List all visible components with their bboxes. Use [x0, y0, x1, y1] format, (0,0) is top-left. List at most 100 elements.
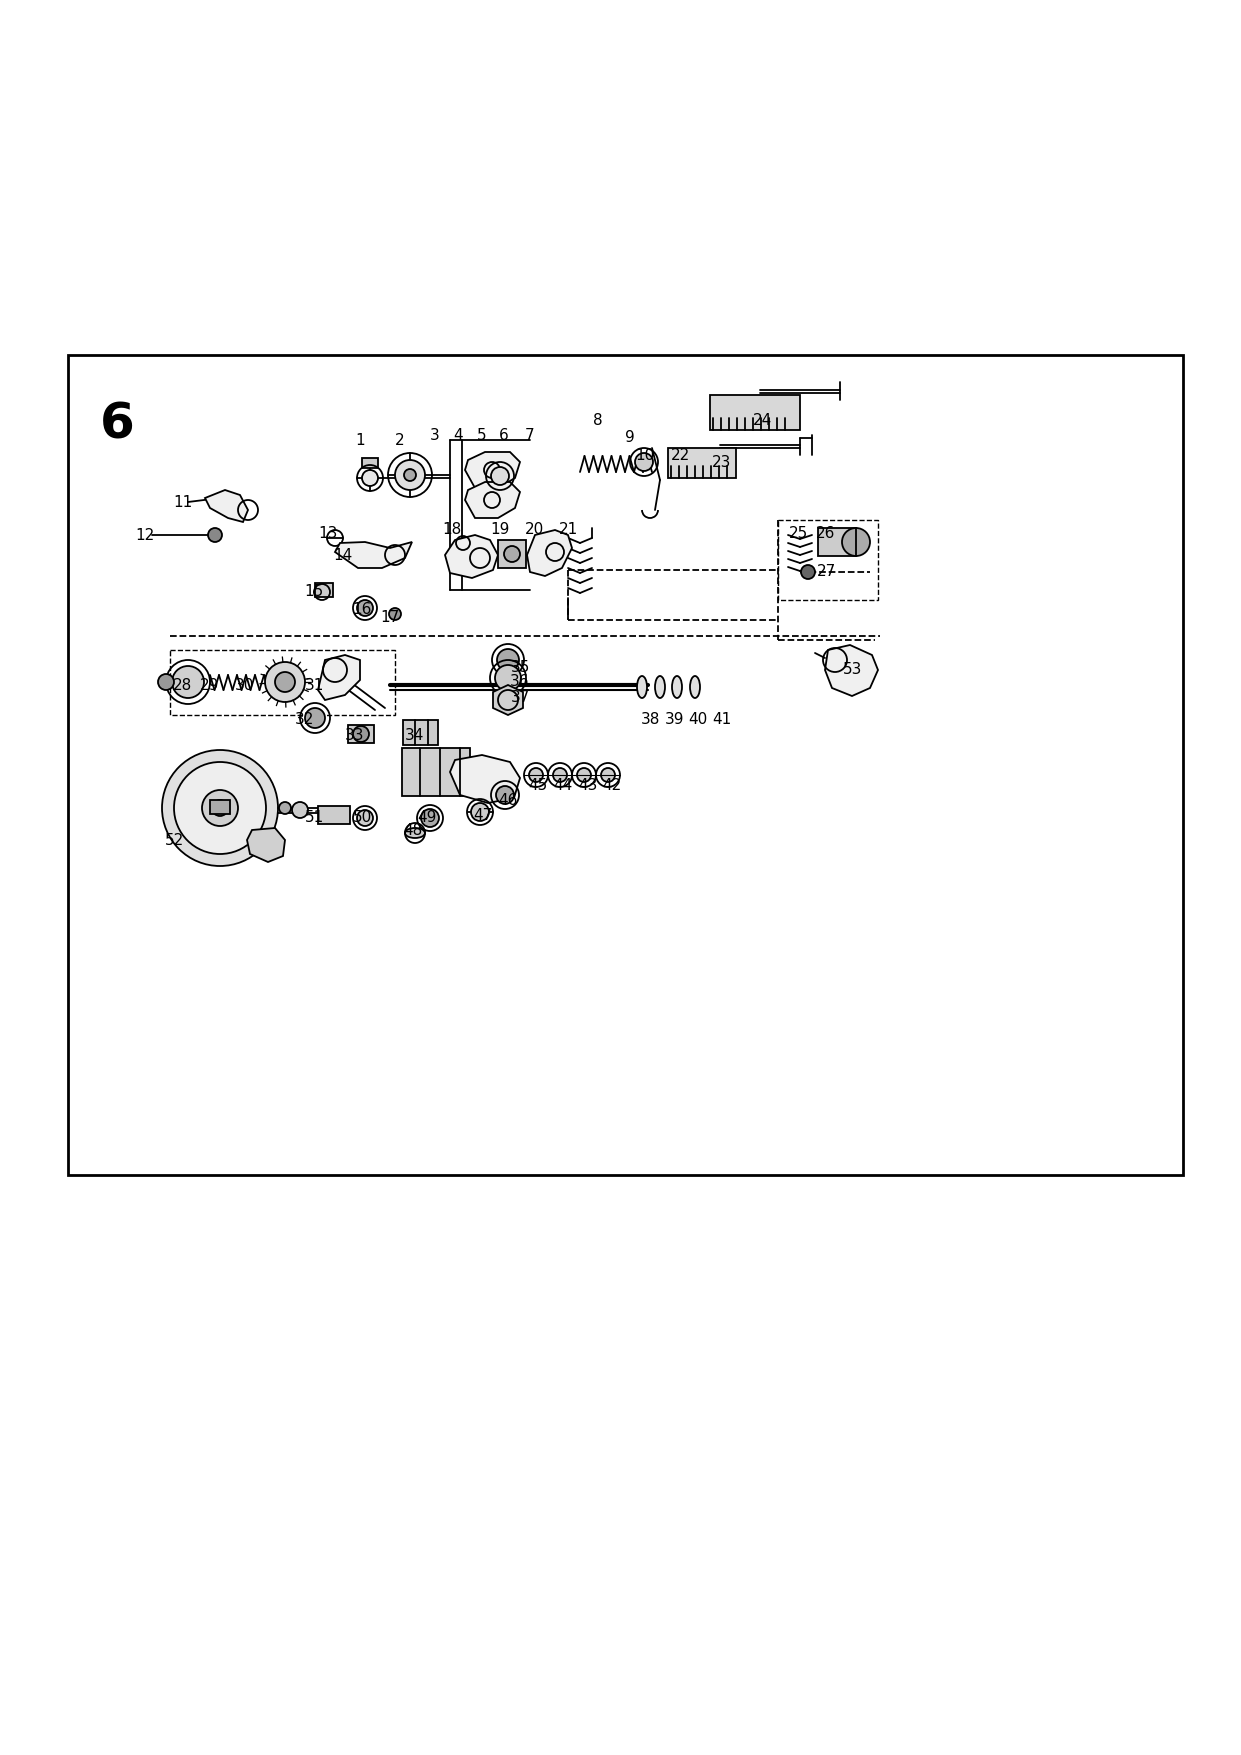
Circle shape — [496, 649, 519, 670]
Text: 22: 22 — [670, 448, 690, 463]
Circle shape — [202, 790, 238, 827]
Text: 9: 9 — [625, 430, 635, 444]
Circle shape — [421, 809, 439, 827]
Text: 29: 29 — [200, 677, 220, 693]
Text: 33: 33 — [345, 728, 365, 742]
Circle shape — [357, 600, 374, 616]
Circle shape — [395, 460, 424, 490]
Text: 25: 25 — [788, 525, 808, 541]
Text: 10: 10 — [635, 448, 654, 463]
Ellipse shape — [655, 676, 665, 698]
Circle shape — [491, 467, 509, 484]
Text: 38: 38 — [640, 713, 660, 728]
Circle shape — [496, 786, 514, 804]
Text: 53: 53 — [844, 662, 862, 677]
Text: 51: 51 — [305, 809, 325, 825]
Bar — [210, 800, 230, 814]
Polygon shape — [446, 535, 498, 577]
Polygon shape — [247, 828, 285, 862]
Circle shape — [357, 811, 374, 827]
Circle shape — [158, 674, 174, 690]
Text: 16: 16 — [352, 602, 372, 618]
Text: 47: 47 — [473, 807, 493, 823]
Text: 35: 35 — [510, 660, 530, 676]
Bar — [362, 458, 379, 469]
Text: 31: 31 — [305, 677, 325, 693]
Circle shape — [529, 769, 544, 783]
Polygon shape — [465, 453, 520, 488]
Text: 7: 7 — [525, 428, 535, 442]
Ellipse shape — [690, 676, 700, 698]
Circle shape — [553, 769, 567, 783]
Bar — [315, 583, 333, 597]
Circle shape — [305, 707, 325, 728]
Text: 1: 1 — [355, 432, 365, 448]
Text: 2: 2 — [395, 432, 405, 448]
Circle shape — [266, 662, 305, 702]
Text: 26: 26 — [817, 525, 835, 541]
Text: 14: 14 — [334, 548, 352, 563]
Circle shape — [208, 528, 222, 542]
Polygon shape — [318, 655, 360, 700]
Text: 41: 41 — [712, 713, 732, 728]
Text: 6: 6 — [499, 428, 509, 442]
Text: 13: 13 — [318, 525, 338, 541]
Bar — [170, 649, 395, 714]
Bar — [668, 448, 736, 477]
Circle shape — [388, 607, 401, 620]
Bar — [347, 725, 374, 742]
Circle shape — [800, 565, 815, 579]
Bar — [402, 748, 470, 797]
Text: 44: 44 — [553, 777, 572, 793]
Text: 39: 39 — [665, 713, 685, 728]
Circle shape — [635, 453, 653, 470]
Circle shape — [352, 727, 369, 742]
Polygon shape — [465, 483, 520, 518]
Text: 21: 21 — [558, 523, 577, 537]
Circle shape — [504, 546, 520, 562]
Text: 4: 4 — [453, 428, 463, 442]
Circle shape — [601, 769, 616, 783]
Text: 43: 43 — [578, 777, 598, 793]
Polygon shape — [825, 646, 877, 697]
Text: 52: 52 — [165, 832, 185, 848]
Bar — [403, 720, 438, 746]
Text: 17: 17 — [381, 609, 400, 625]
Circle shape — [472, 804, 489, 821]
Text: 37: 37 — [510, 690, 530, 704]
Text: 15: 15 — [304, 584, 324, 600]
Polygon shape — [493, 684, 522, 714]
Text: 20: 20 — [525, 523, 545, 537]
Circle shape — [841, 528, 870, 556]
Bar — [68, 355, 1183, 1176]
Polygon shape — [450, 755, 520, 804]
Bar — [710, 395, 800, 430]
Circle shape — [174, 762, 266, 855]
Text: 45: 45 — [529, 777, 547, 793]
Polygon shape — [527, 530, 572, 576]
Bar — [318, 806, 350, 825]
Text: 50: 50 — [354, 809, 372, 825]
Text: 36: 36 — [510, 674, 530, 690]
Text: 40: 40 — [689, 713, 707, 728]
Text: 28: 28 — [174, 677, 192, 693]
Bar — [778, 519, 877, 600]
Ellipse shape — [671, 676, 683, 698]
Text: 42: 42 — [602, 777, 622, 793]
Text: 46: 46 — [499, 793, 517, 807]
Circle shape — [405, 469, 416, 481]
Text: 6: 6 — [101, 400, 135, 448]
Circle shape — [292, 802, 308, 818]
Bar — [498, 541, 526, 569]
Text: 32: 32 — [295, 713, 315, 728]
Text: 12: 12 — [135, 528, 155, 542]
Text: 5: 5 — [478, 428, 486, 442]
Text: 3: 3 — [431, 428, 439, 442]
Circle shape — [279, 802, 290, 814]
Polygon shape — [205, 490, 248, 521]
Ellipse shape — [637, 676, 647, 698]
Text: 24: 24 — [752, 412, 772, 428]
Polygon shape — [335, 542, 412, 569]
Circle shape — [172, 665, 204, 698]
Circle shape — [577, 769, 591, 783]
